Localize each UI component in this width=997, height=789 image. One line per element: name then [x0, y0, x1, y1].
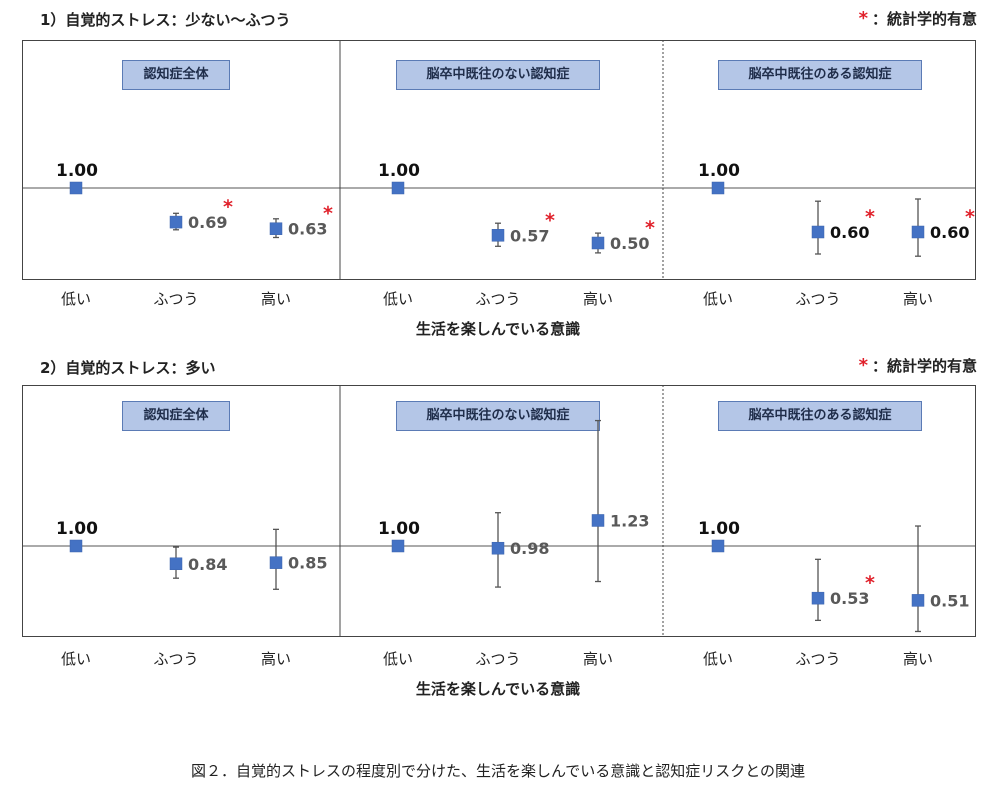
data-label-1-3-1: 1.00	[698, 161, 740, 181]
data-point-2-1-2	[169, 557, 183, 571]
significance-text: ：統計学的有意	[871, 357, 977, 375]
data-point-1-1-3	[269, 222, 283, 235]
x-tick-1-3-high: 高い	[902, 290, 934, 308]
panel-title-1-1: 認知症全体	[122, 60, 230, 90]
data-label-1-1-2: 0.69	[188, 213, 227, 232]
data-label-2-3-1: 1.00	[698, 519, 740, 539]
data-point-1-3-3	[911, 225, 925, 239]
significance-star-1-1-2: *	[223, 196, 233, 218]
x-axis-label-2: 生活を楽しんでいる意識	[415, 680, 581, 698]
x-tick-1-3-mid: ふつう	[795, 290, 841, 308]
x-tick-1-2-low: 低い	[382, 290, 414, 308]
data-point-2-2-1	[391, 539, 405, 553]
data-label-2-1-2: 0.84	[188, 555, 227, 574]
x-tick-1-1-low: 低い	[60, 290, 92, 308]
significance-star-2-3-2: *	[865, 572, 875, 594]
data-label-2-2-2: 0.98	[510, 539, 549, 558]
data-label-2-2-1: 1.00	[378, 519, 420, 539]
panel-title-2-2: 脳卒中既往のない認知症	[396, 401, 600, 431]
data-label-2-3-3: 0.51	[930, 591, 969, 610]
chart-area-1	[22, 40, 976, 280]
data-point-1-2-1	[391, 181, 405, 195]
data-point-1-3-2	[811, 225, 825, 239]
data-label-1-2-1: 1.00	[378, 161, 420, 181]
data-point-1-2-3	[591, 236, 605, 250]
significance-star-1-3-3: *	[965, 206, 975, 228]
section-title-1: 1）自覚的ストレス：少ない～ふつう	[40, 11, 291, 29]
data-label-1-3-3: 0.60	[930, 223, 969, 242]
significance-star-1-1-3: *	[323, 203, 333, 225]
figure-caption: 図２．自覚的ストレスの程度別で分けた、生活を楽しんでいる意識と認知症リスクとの関…	[190, 762, 806, 780]
data-label-1-2-2: 0.57	[510, 226, 549, 245]
chart-area-2	[22, 385, 976, 637]
x-tick-2-3-high: 高い	[902, 650, 934, 668]
data-label-2-3-2: 0.53	[830, 589, 869, 608]
significance-star-1-2-2: *	[545, 209, 555, 231]
data-point-1-1-2	[169, 215, 183, 229]
x-tick-2-1-high: 高い	[260, 650, 292, 668]
data-label-1-2-3: 0.50	[610, 234, 649, 253]
data-label-1-1-3: 0.63	[288, 220, 327, 239]
x-tick-2-1-mid: ふつう	[153, 650, 199, 668]
x-tick-1-2-mid: ふつう	[475, 290, 521, 308]
significance-text: ：統計学的有意	[871, 10, 977, 28]
x-tick-2-2-high: 高い	[582, 650, 614, 668]
data-point-2-1-1	[69, 539, 83, 553]
panel-title-1-2: 脳卒中既往のない認知症	[396, 60, 600, 90]
data-point-2-1-3	[269, 556, 283, 569]
significance-note-2: * ：統計学的有意	[859, 355, 977, 376]
data-label-1-1-1: 1.00	[56, 161, 98, 181]
data-label-1-3-2: 0.60	[830, 223, 869, 242]
x-tick-2-2-low: 低い	[382, 650, 414, 668]
significance-star-1-3-2: *	[865, 206, 875, 228]
x-axis-label-1: 生活を楽しんでいる意識	[415, 320, 581, 338]
significance-note-1: * ：統計学的有意	[859, 8, 977, 29]
data-point-1-3-1	[711, 181, 725, 195]
data-point-2-2-3	[591, 514, 605, 527]
data-point-1-2-2	[491, 229, 505, 242]
x-tick-2-3-low: 低い	[702, 650, 734, 668]
panel-title-2-3: 脳卒中既往のある認知症	[718, 401, 922, 431]
data-point-2-3-3	[911, 594, 925, 607]
significance-star: *	[858, 8, 868, 29]
data-label-2-1-1: 1.00	[56, 519, 98, 539]
section-title-2: 2）自覚的ストレス：多い	[40, 359, 216, 377]
data-point-2-3-1	[711, 539, 725, 553]
x-tick-2-2-mid: ふつう	[475, 650, 521, 668]
data-label-2-2-3: 1.23	[610, 511, 649, 530]
panel-title-1-3: 脳卒中既往のある認知症	[718, 60, 922, 90]
x-tick-2-1-low: 低い	[60, 650, 92, 668]
x-tick-1-2-high: 高い	[582, 290, 614, 308]
x-tick-2-3-mid: ふつう	[795, 650, 841, 668]
x-tick-1-1-high: 高い	[260, 290, 292, 308]
data-point-2-2-2	[491, 541, 505, 555]
significance-star-1-2-3: *	[645, 217, 655, 239]
x-tick-1-3-low: 低い	[702, 290, 734, 308]
panel-title-2-1: 認知症全体	[122, 401, 230, 431]
data-point-2-3-2	[811, 591, 825, 605]
x-tick-1-1-mid: ふつう	[153, 290, 199, 308]
significance-star: *	[858, 355, 868, 376]
data-point-1-1-1	[69, 181, 83, 195]
data-label-2-1-3: 0.85	[288, 554, 327, 573]
